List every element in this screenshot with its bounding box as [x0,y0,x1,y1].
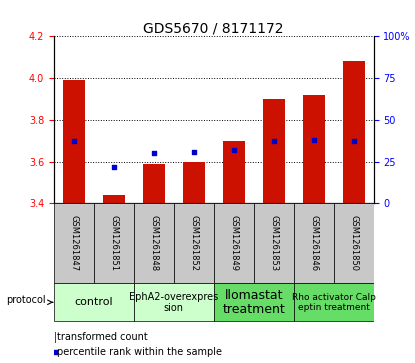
Bar [334,203,374,283]
Point [71,139,77,144]
Bar [214,203,254,283]
Point [310,137,317,143]
Text: GSM1261851: GSM1261851 [110,215,118,271]
Bar [223,140,245,203]
Bar [342,61,364,203]
Point [151,150,157,156]
Bar [254,203,294,283]
Bar [263,99,285,203]
Text: protocol: protocol [6,295,46,306]
Bar [294,283,374,321]
Text: percentile rank within the sample: percentile rank within the sample [57,347,222,357]
Bar [303,95,325,203]
Text: transformed count: transformed count [57,333,148,342]
Bar [294,203,334,283]
Bar [183,162,205,203]
Point [190,148,197,154]
Text: EphA2-overexpres
sion: EphA2-overexpres sion [129,292,218,313]
Bar [94,203,134,283]
Bar [143,164,165,203]
Bar [54,283,134,321]
Bar [134,203,174,283]
Bar [214,283,294,321]
Text: GSM1261849: GSM1261849 [229,215,238,271]
Point [350,139,357,144]
Text: GSM1261853: GSM1261853 [269,215,278,271]
Title: GDS5670 / 8171172: GDS5670 / 8171172 [144,21,284,35]
Bar [174,203,214,283]
Text: GSM1261848: GSM1261848 [149,215,158,271]
Bar [55,331,56,343]
Text: GSM1261847: GSM1261847 [69,215,78,271]
Bar [63,80,85,203]
Text: GSM1261850: GSM1261850 [349,215,358,271]
Text: control: control [75,297,113,307]
Bar [54,203,94,283]
Text: Rho activator Calp
eptin treatment: Rho activator Calp eptin treatment [292,293,376,311]
Text: GSM1261846: GSM1261846 [309,215,318,271]
Text: llomastat
treatment: llomastat treatment [222,289,285,316]
Point [230,147,237,153]
Point [110,164,117,170]
Point [52,349,59,355]
Point [270,139,277,144]
Bar [134,283,214,321]
Bar [103,195,125,203]
Text: GSM1261852: GSM1261852 [189,215,198,271]
